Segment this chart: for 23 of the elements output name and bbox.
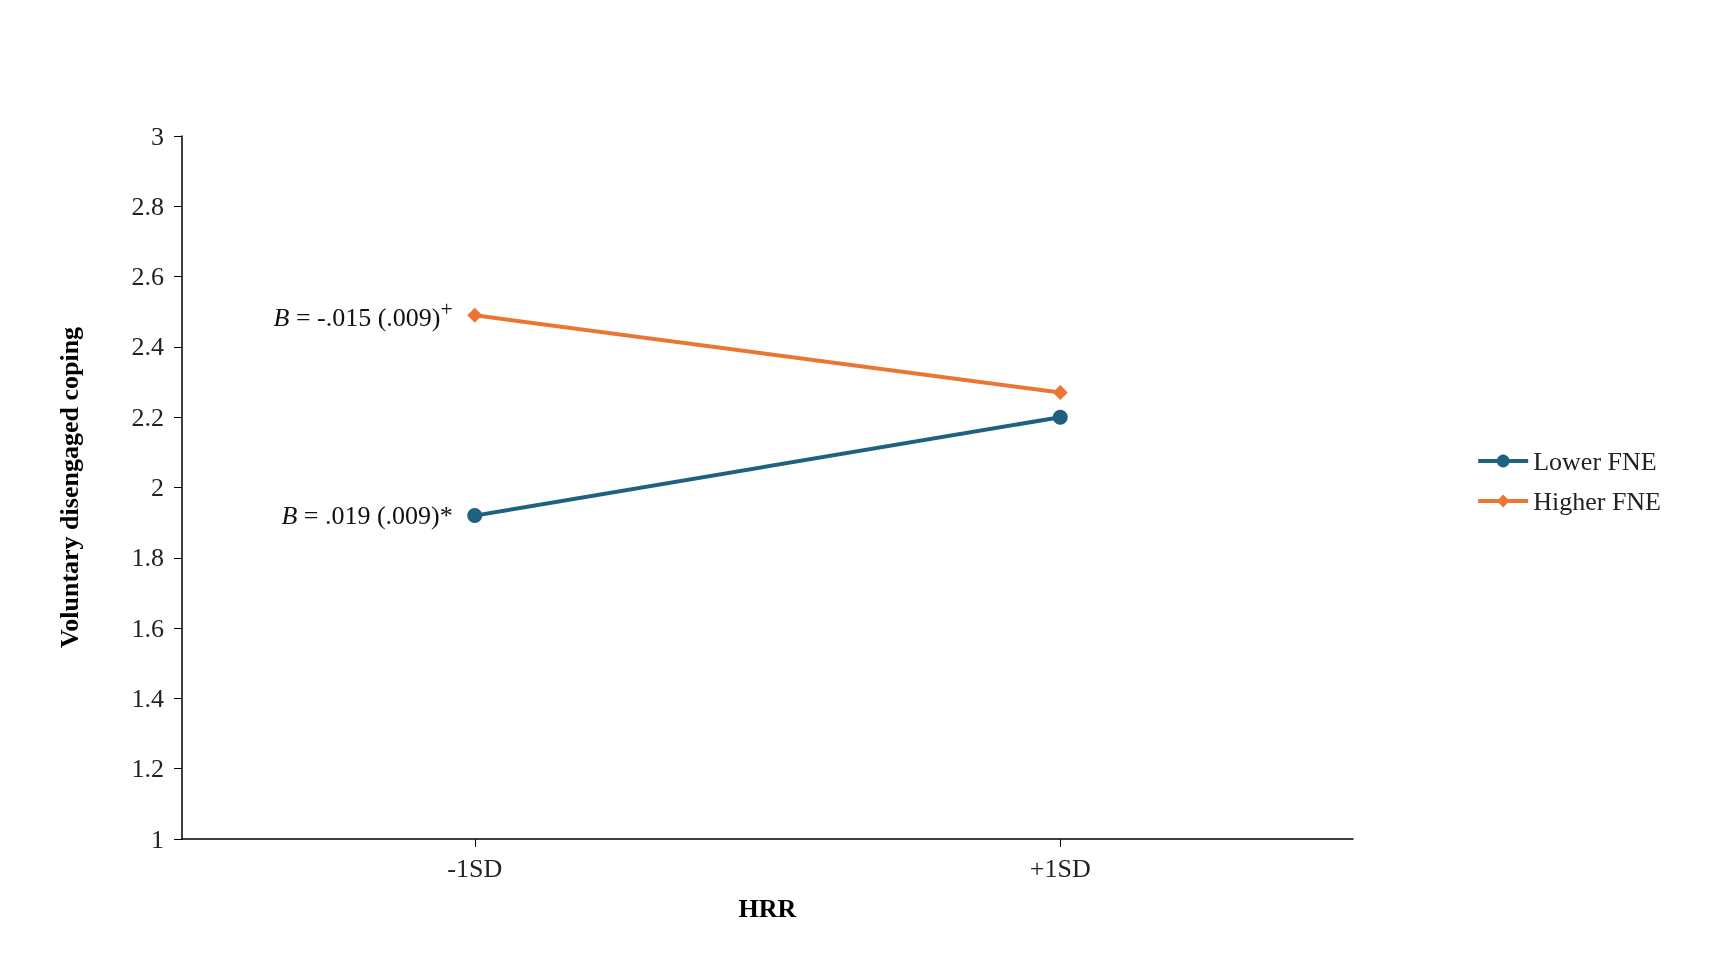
y-tick-label: 2.4: [131, 332, 164, 362]
point: [1052, 409, 1068, 425]
legend-label: Lower FNE: [1533, 446, 1657, 476]
y-tick-label: 2.8: [131, 191, 164, 221]
annotation: B = .019 (.009)*: [281, 500, 453, 531]
x-tick-label: -1SD: [447, 853, 503, 883]
y-tick-label: 2.6: [131, 262, 164, 292]
y-tick-label: 1.8: [131, 543, 164, 573]
y-tick-label: 1.2: [131, 754, 164, 784]
y-tick-label: 1.4: [131, 683, 164, 713]
x-tick-label: +1SD: [1029, 853, 1091, 883]
y-tick-label: 1: [151, 824, 164, 854]
annotation: B = -.015 (.009)$^{+}$: [273, 297, 453, 334]
point: [467, 307, 483, 323]
x-axis-title: HRR: [738, 893, 797, 923]
point: [1052, 385, 1068, 401]
point: [467, 508, 483, 524]
y-tick-label: 1.6: [131, 613, 164, 643]
y-axis-title: Voluntary disengaged coping: [54, 326, 84, 649]
y-tick-label: 3: [151, 121, 164, 151]
legend-label: Higher FNE: [1533, 486, 1662, 516]
y-tick-label: 2: [151, 473, 164, 502]
y-tick-label: 2.2: [131, 402, 164, 432]
